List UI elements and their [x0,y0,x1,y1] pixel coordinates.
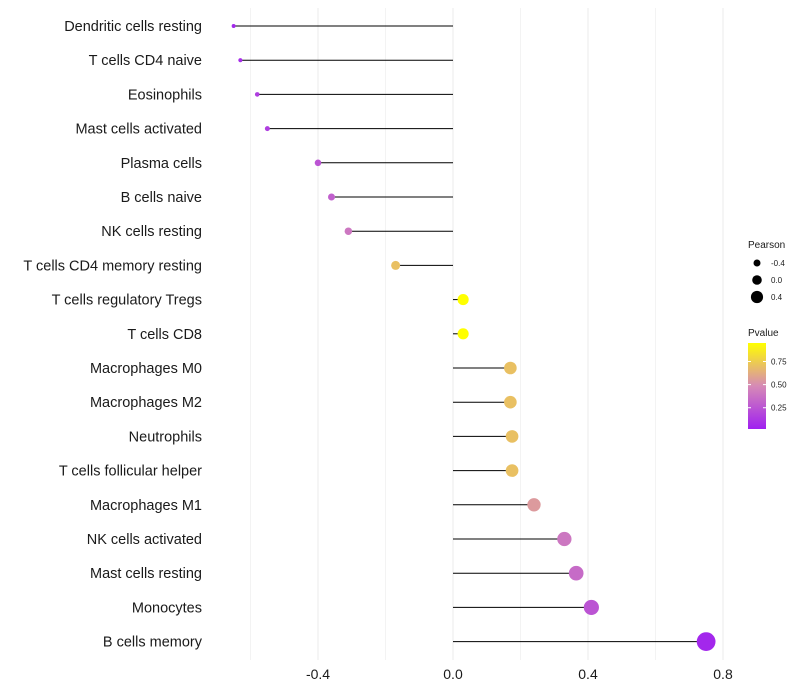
legend-pearson-label: 0.4 [771,293,783,302]
lollipop-point [504,395,517,409]
legend-pvalue-label: 0.25 [771,404,787,413]
lollipop-point [391,260,401,270]
legend-pvalue-title: Pvalue [748,328,779,339]
x-tick-label: -0.4 [306,666,330,682]
lollipop-point [696,632,716,651]
legend-pvalue-label: 0.50 [771,381,787,390]
legend-pearson-title: Pearson [748,240,785,251]
category-label: T cells CD4 naive [89,53,202,69]
lollipop-point [504,361,517,375]
category-label: Eosinophils [128,87,202,103]
lollipop-point [505,464,519,477]
lollipop-point [583,599,599,615]
category-label: Monocytes [132,600,202,616]
legend-pearson-label: -0.4 [771,259,785,268]
lollipop-point [231,24,236,28]
lollipop-point [505,430,519,443]
category-label: NK cells resting [101,224,202,240]
legend-pvalue-label: 0.75 [771,357,787,366]
lollipop-point [328,193,335,201]
category-label: T cells CD4 memory resting [23,258,202,274]
lollipop-point [457,328,469,340]
lollipop-point [344,227,353,235]
lollipop-point [254,92,260,97]
x-tick-label: 0.4 [578,666,598,682]
legend-pearson-dot [752,275,762,285]
category-label: Macrophages M1 [90,498,202,514]
legend-pvalue-colorbar [748,343,766,429]
legend-pearson: Pearson -0.4 0.0 0.4 [748,240,785,304]
category-label: Plasma cells [121,156,202,172]
legend-pearson-dot [750,290,764,304]
lollipop-stems [233,25,707,643]
lollipop-point [238,58,243,63]
lollipop-point [568,565,584,581]
category-label: NK cells activated [87,532,202,548]
category-label: Dendritic cells resting [64,19,202,35]
x-tick-label: 0.8 [713,666,733,682]
category-label: Macrophages M0 [90,361,202,377]
lollipop-point [457,294,469,306]
legend-pvalue: Pvalue 0.25 0.50 0.75 [748,328,787,429]
lollipop-points [231,24,716,651]
legend-pearson-label: 0.0 [771,276,783,285]
grid-lines [250,8,724,660]
legend-pearson-dot [753,259,761,267]
category-labels: Dendritic cells resting T cells CD4 naive… [23,19,202,651]
lollipop-point [527,498,541,512]
lollipop-point [314,159,322,167]
category-label: Mast cells resting [90,566,202,582]
category-label: T cells regulatory Tregs [52,293,202,309]
category-label: T cells follicular helper [59,464,202,480]
category-label: T cells CD8 [127,327,202,343]
category-label: Mast cells activated [75,122,202,138]
lollipop-point [264,126,270,132]
x-tick-label: 0.0 [443,666,463,682]
x-axis-ticks: -0.4 0.0 0.4 0.8 [306,666,733,682]
category-label: Macrophages M2 [90,395,202,411]
category-label: Neutrophils [129,429,202,445]
category-label: B cells memory [103,635,203,651]
category-label: B cells naive [121,190,202,206]
lollipop-point [557,531,572,547]
